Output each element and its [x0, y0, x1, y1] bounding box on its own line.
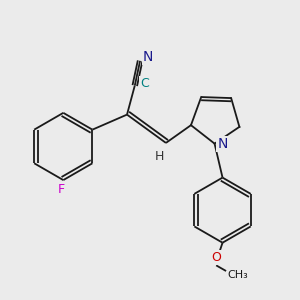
Text: N: N	[143, 50, 153, 64]
Text: F: F	[58, 184, 65, 196]
Text: N: N	[217, 136, 227, 151]
Text: C: C	[140, 77, 149, 90]
Text: H: H	[155, 150, 164, 163]
Text: CH₃: CH₃	[228, 270, 248, 280]
Text: O: O	[211, 251, 221, 264]
